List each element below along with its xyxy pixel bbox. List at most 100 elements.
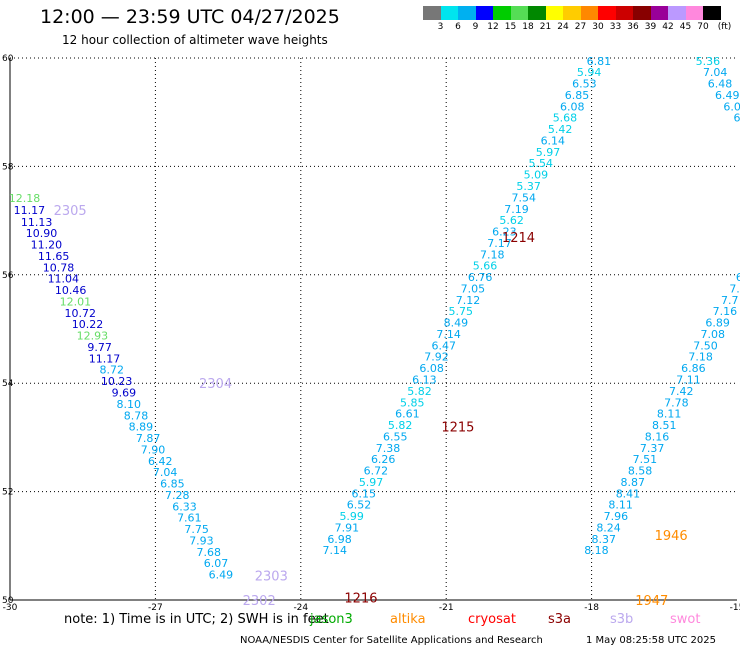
swh-value: 5.37 [516,180,541,193]
y-tick-label: 58 [2,162,14,172]
swh-value: 11.65 [38,250,70,263]
swh-value: 5.62 [499,214,524,227]
satellite-legend-item: s3b [610,612,634,627]
color-swatch [615,6,633,20]
color-swatch [633,6,651,20]
swh-value: 6.89 [705,317,730,330]
swh-value: 7.68 [196,546,221,559]
swh-value: 11.20 [31,239,63,252]
color-scale-label: 21 [539,22,552,32]
swh-value: 6.61 [395,408,420,421]
swh-value: 7.04 [703,66,728,79]
map-title: 12:00 — 23:59 UTC 04/27/2025 [40,6,340,28]
color-swatch [510,6,528,20]
color-swatch [475,6,493,20]
swh-value: 11.04 [48,273,80,286]
swh-value: 9.77 [87,341,112,354]
swh-value: 7. [729,282,740,295]
pass-id-label: 2304 [199,377,232,392]
satellite-legend-item: altika [390,612,426,627]
color-swatch [703,6,721,20]
swh-value: 6.52 [347,499,372,512]
swh-value: 7.08 [701,328,726,341]
swh-value: 7.05 [461,282,486,295]
swh-value: 7.14 [436,328,461,341]
x-tick-label: -21 [439,603,454,613]
swh-value: 7.91 [335,521,360,534]
color-scale-label: 6 [455,22,461,32]
swh-value: 7.92 [424,351,449,364]
swh-value: 6.49 [715,89,740,102]
color-scale-label: 33 [609,22,622,32]
color-scale-label: 27 [574,22,587,32]
color-scale-label: 36 [627,22,639,32]
color-scale-label: (ft) [717,22,732,32]
pass-id-label: 1216 [344,591,377,606]
swh-value: 5.66 [473,260,498,273]
swh-value: 8.49 [444,317,469,330]
color-scale-label: 30 [592,22,604,32]
map-subtitle: 12 hour collection of altimeter wave hei… [62,33,328,47]
color-swatch [685,6,703,20]
satellite-legend-item: jason3 [310,612,353,627]
satellite-legend-item: cryosat [468,612,516,627]
swh-value: 6.48 [708,78,733,91]
swh-value: 8.11 [608,499,633,512]
swh-value: 11.13 [21,216,53,229]
color-scale-label: 3 [437,22,444,32]
swh-value: 5.75 [448,305,473,318]
swh-value: 7.51 [633,453,658,466]
pass-id-label: 2303 [255,570,288,585]
swh-value: 7.12 [456,294,481,307]
swh-value: 8.41 [616,487,641,500]
swh-value: 5.36 [696,55,721,68]
x-tick-label: -24 [293,603,308,613]
y-tick-label: 52 [2,488,13,498]
swh-value: 6.85 [160,478,185,491]
color-swatch [668,6,686,20]
footer-credit: NOAA/NESDIS Center for Satellite Applica… [240,635,543,646]
color-scale-label: 24 [557,22,569,32]
pass-id-label: 1947 [635,594,668,609]
swh-value: 10.78 [43,261,75,274]
swh-value: 7.16 [713,305,738,318]
color-scale-label: 15 [504,22,517,32]
color-swatch [598,6,616,20]
swh-value: 6.76 [468,271,493,284]
color-swatch [545,6,563,20]
swh-value: 6.33 [172,500,197,513]
swh-value: 6.07 [204,557,229,570]
y-tick-label: 56 [2,271,14,281]
swh-value: 8.72 [100,364,125,377]
swh-value: 8.37 [591,533,616,546]
swh-value: 8.58 [628,465,653,478]
swh-value: 6.15 [352,487,377,500]
color-scale-label: 18 [522,22,534,32]
swh-value: 9.69 [112,386,137,399]
swh-value: 5.09 [524,169,549,182]
units-note: note: 1) Time is in UTC; 2) SWH is in fe… [64,612,329,627]
swh-value: 7.54 [511,191,536,204]
swh-value: 5.99 [339,510,364,523]
swh-value: 6.23 [492,226,517,239]
color-scale-label: 9 [472,22,479,32]
swh-value: 6.13 [412,373,437,386]
x-tick-label: -27 [148,603,163,613]
color-scale-labels: 3 6 9 12 15 18 21 24 27 30 33 36 39 42 45 70 (ft) [423,22,740,34]
y-tick-label: 60 [2,54,14,64]
swh-value: 5.82 [388,419,413,432]
swh-value: 7.75 [184,523,209,536]
color-scale-label: 70 [697,22,709,32]
swh-value: 5.97 [359,476,384,489]
swh-value: 7.42 [669,385,694,398]
pass-id-label: 2302 [243,594,276,609]
color-scale-label: 12 [487,22,499,32]
y-tick-label: 54 [2,379,14,389]
swh-value: 11.17 [14,204,46,217]
swh-value: 5.54 [528,157,553,170]
swh-value: 12.18 [9,192,41,205]
swh-value: 7.7 [721,294,739,307]
swh-value: 8.10 [116,398,141,411]
color-swatch [458,6,476,20]
